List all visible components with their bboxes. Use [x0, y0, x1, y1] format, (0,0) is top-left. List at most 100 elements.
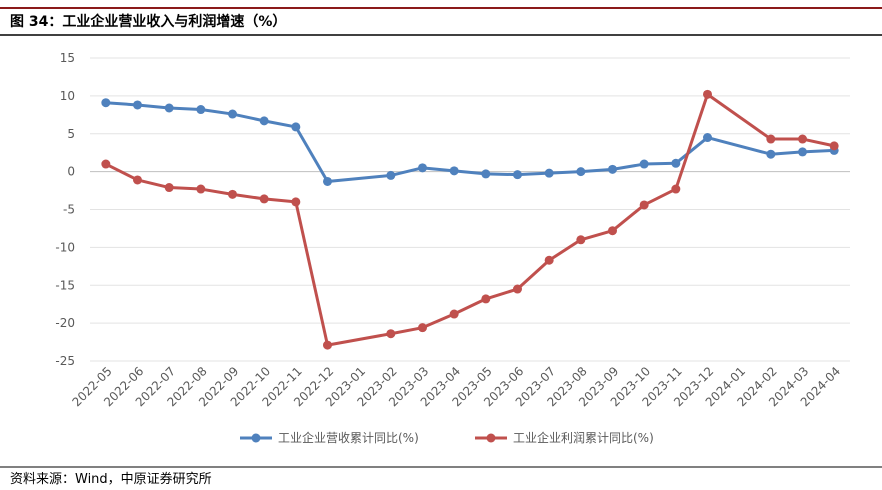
y-tick-label: 15 — [60, 51, 75, 65]
line-segment — [390, 166, 423, 177]
line-segment — [802, 137, 835, 148]
point — [418, 163, 427, 173]
point — [671, 158, 681, 168]
y-tick-label: -10 — [55, 240, 75, 254]
line-segment — [580, 229, 613, 242]
title: 图 34：工业企业营业收入与利润增速（%） — [10, 13, 286, 30]
point — [544, 168, 554, 178]
point — [196, 184, 206, 194]
point — [228, 189, 237, 199]
line-segment — [453, 297, 487, 316]
point — [703, 89, 712, 99]
point — [101, 159, 111, 169]
point — [829, 141, 839, 151]
point — [291, 197, 301, 207]
line-segment — [263, 119, 297, 129]
point — [101, 98, 111, 108]
point — [228, 109, 237, 119]
y-tick-label: -15 — [55, 278, 75, 292]
point — [766, 134, 776, 144]
line-segment — [200, 108, 233, 116]
point — [449, 309, 459, 319]
point — [576, 167, 586, 177]
point — [323, 340, 332, 350]
point — [386, 329, 396, 339]
line-segment — [485, 172, 518, 177]
line-segment — [644, 161, 676, 166]
line-segment — [548, 238, 582, 262]
line-segment — [549, 170, 581, 175]
point — [196, 105, 206, 115]
point — [608, 164, 617, 174]
y-tick-label: -20 — [55, 316, 75, 330]
point — [798, 134, 807, 144]
line-segment — [137, 103, 170, 110]
line-segment — [454, 169, 486, 176]
point — [418, 323, 427, 333]
line-segment — [327, 173, 391, 183]
point — [133, 175, 142, 185]
point — [481, 169, 491, 179]
line-segment — [707, 136, 772, 156]
line-segment — [169, 106, 201, 112]
line-segment — [517, 171, 550, 177]
legend-label: 工业企业利润累计同比(%) — [513, 430, 654, 445]
point — [323, 176, 332, 186]
line-segment — [421, 312, 455, 330]
line-segment — [706, 93, 772, 141]
line-segment — [169, 186, 201, 191]
point — [164, 183, 174, 193]
point — [703, 133, 712, 143]
line-segment — [232, 192, 265, 201]
point — [576, 235, 586, 245]
line-segment — [105, 162, 139, 182]
legend-marker — [251, 433, 261, 443]
line-segment — [422, 166, 455, 173]
point — [386, 170, 396, 180]
point — [671, 184, 681, 194]
y-tick-label: 10 — [60, 89, 75, 103]
line-segment — [390, 326, 423, 336]
point — [259, 116, 269, 126]
point — [639, 200, 649, 210]
line-segment — [264, 197, 296, 204]
line-segment — [105, 101, 138, 107]
plot: -25-20-15-10-50510152022-052022-062022-0… — [55, 51, 850, 445]
point — [513, 170, 522, 180]
point — [513, 284, 522, 294]
line-segment — [643, 187, 677, 207]
line-segment — [294, 201, 329, 346]
line-segment — [674, 136, 709, 165]
line-segment — [516, 259, 551, 291]
line-segment — [770, 150, 803, 156]
line-segment — [674, 93, 709, 190]
legend-label: 工业企业营收累计同比(%) — [278, 430, 419, 445]
point — [164, 103, 174, 113]
line-segment — [580, 167, 613, 174]
line-segment — [137, 178, 170, 189]
y-tick-label: 5 — [67, 127, 75, 141]
legend-marker — [486, 433, 496, 443]
y-tick-label: -5 — [63, 203, 75, 217]
line-segment — [200, 187, 233, 196]
point — [133, 100, 142, 110]
point — [449, 166, 459, 176]
point — [798, 147, 807, 157]
point — [639, 159, 649, 169]
point — [259, 194, 269, 204]
y-tick-label: -25 — [55, 354, 75, 368]
line-segment — [327, 332, 392, 347]
point — [481, 294, 491, 304]
line-segment — [485, 287, 518, 301]
y-tick-label: 0 — [67, 165, 75, 179]
point — [291, 122, 301, 132]
point — [766, 149, 776, 159]
line-segment — [232, 112, 265, 123]
point — [544, 255, 554, 265]
source: 资料来源：Wind，中原证券研究所 — [10, 471, 212, 486]
line-segment — [802, 148, 835, 154]
line-segment — [611, 203, 646, 232]
point — [608, 226, 617, 236]
line-segment — [294, 126, 329, 183]
